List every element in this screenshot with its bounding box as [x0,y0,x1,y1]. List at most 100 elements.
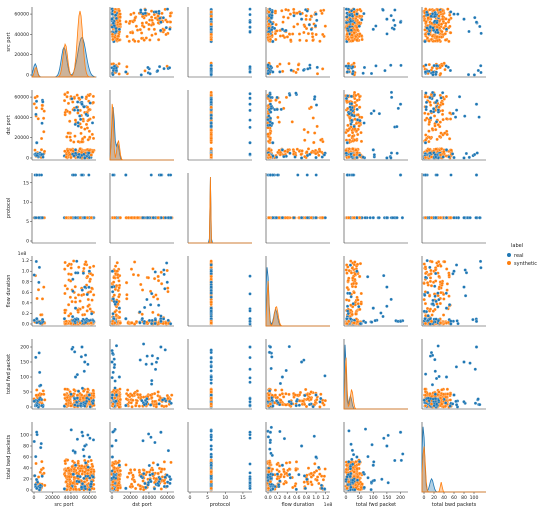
point-real [400,216,404,220]
point-synthetic [300,149,304,153]
point-real [434,155,438,159]
point-synthetic [92,293,96,297]
data-point-synthetic [209,14,213,18]
point-synthetic [42,130,46,134]
point-real [429,14,433,18]
point-real [74,317,78,322]
point-real [350,113,354,117]
point-real [274,216,279,220]
point-real [392,18,396,22]
point-real [76,108,80,112]
point-synthetic [423,111,427,115]
data-point-synthetic [111,37,115,42]
point-synthetic [65,95,69,99]
point-real [292,216,296,220]
data-point-real [355,155,359,160]
data-point-synthetic [309,105,313,109]
point-synthetic [117,62,121,66]
point-synthetic [281,69,285,73]
point-synthetic [168,20,173,24]
data-point-real [248,141,252,145]
point-synthetic [39,136,44,141]
point-real [358,153,362,157]
point-synthetic [354,34,358,39]
point-real [347,112,351,116]
data-point-real [385,215,389,220]
data-point-synthetic [69,215,73,220]
point-synthetic [443,68,447,72]
point-real [346,64,351,68]
point-synthetic [439,35,444,39]
point-synthetic [118,15,122,19]
data-point-synthetic [113,215,117,220]
point-synthetic [117,310,122,314]
point-real [369,111,373,116]
point-synthetic [151,267,155,271]
point-synthetic [40,297,45,301]
point-synthetic [73,300,78,304]
data-point-real [398,102,403,106]
point-real [431,26,435,30]
point-real [164,26,168,30]
point-synthetic [276,115,280,120]
data-point-real [80,102,84,106]
data-point-synthetic [423,155,428,160]
data-point-real [444,148,449,152]
point-real [377,112,381,116]
point-synthetic [449,148,453,152]
data-point-synthetic [267,22,271,26]
point-real [111,68,115,73]
point-synthetic [446,7,450,11]
point-synthetic [133,39,137,43]
data-point-real [299,17,304,21]
point-synthetic [314,32,318,37]
point-real [114,29,118,34]
point-synthetic [63,110,67,115]
point-synthetic [427,63,431,67]
point-real [248,12,252,17]
point-synthetic [40,107,44,111]
data-point-synthetic [85,215,90,220]
point-synthetic [140,288,145,292]
point-synthetic [87,93,91,98]
data-point-real [35,173,39,177]
point-synthetic [160,282,164,286]
data-point-real [73,215,78,220]
point-real [389,63,393,67]
point-synthetic [32,102,36,106]
point-synthetic [354,103,359,107]
data-point-real [110,12,115,16]
panel-protocol-vs-flow-duration [265,173,330,244]
point-synthetic [82,313,87,317]
point-real [298,12,303,16]
point-synthetic [166,286,170,290]
data-point-synthetic [209,32,213,37]
point-synthetic [150,15,154,19]
point-synthetic [140,31,144,35]
point-real [432,93,437,97]
point-real [248,96,252,100]
data-point-real [117,27,122,32]
point-synthetic [126,216,131,220]
point-real [296,173,300,177]
point-synthetic [63,311,67,315]
data-point-real [314,12,318,16]
point-synthetic [136,273,140,277]
data-point-real [35,141,39,145]
point-real [315,18,319,22]
point-real [150,321,154,326]
point-real [143,8,147,12]
point-real [149,173,153,177]
point-real [351,173,355,177]
panel-protocol-vs-total-fwd-packet [343,173,408,244]
point-synthetic [73,296,78,300]
data-point-synthetic [429,37,434,42]
point-real [269,16,273,20]
point-real [138,310,142,314]
point-real [146,65,150,70]
point-synthetic [156,297,160,301]
point-real [368,216,372,220]
point-real [349,28,353,32]
point-synthetic [66,101,71,105]
point-synthetic [286,16,290,20]
